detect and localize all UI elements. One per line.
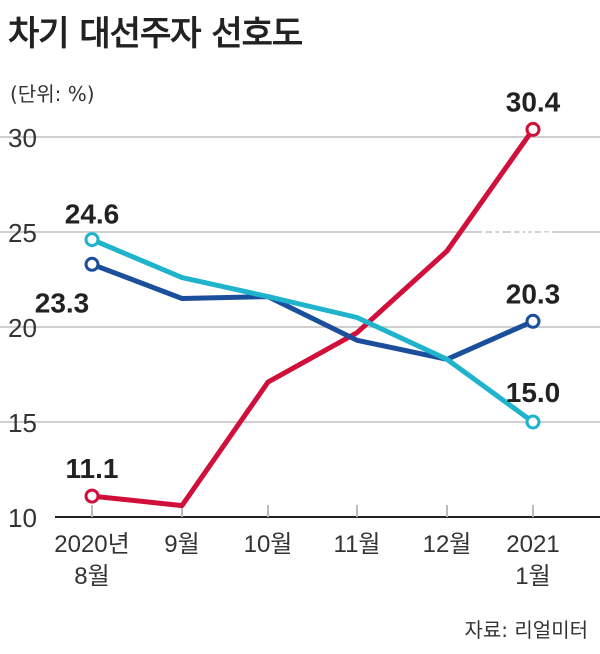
x-tick-label: 10월: [244, 531, 293, 558]
data-point-marker: [525, 313, 541, 329]
x-tick-label: 1월: [515, 563, 550, 590]
y-tick-label: 25: [8, 218, 37, 248]
x-tick-label: 2021: [506, 531, 559, 558]
data-point-marker: [84, 256, 100, 272]
data-label: 23.3: [35, 287, 90, 318]
data-point-marker: [525, 414, 541, 430]
y-tick-label: 15: [8, 408, 37, 438]
data-label: 20.3: [506, 278, 561, 309]
data-point-marker: [84, 232, 100, 248]
x-tick-label: 12월: [423, 531, 472, 558]
data-point-marker: [84, 488, 100, 504]
legend-yoon: 윤석열: [480, 17, 555, 50]
data-label: 15.0: [506, 377, 561, 408]
series-line-2: [91, 237, 535, 425]
data-label: 24.6: [65, 199, 120, 230]
chart-title: 차기 대선주자 선호도: [8, 14, 303, 54]
legend-lee-jm: 이재명: [480, 221, 555, 254]
legend-lee-ny: 이낙연: [480, 447, 555, 480]
y-tick-label: 20: [8, 313, 37, 343]
x-tick-label: 11월: [334, 531, 381, 558]
data-point-marker: [525, 121, 541, 137]
unit-label: (단위: %): [10, 82, 95, 106]
data-label: 30.4: [506, 86, 561, 117]
x-tick-label: 9월: [164, 531, 199, 558]
source-label: 자료: 리얼미터: [464, 618, 589, 642]
series-line-1: [91, 261, 535, 362]
series-line-0: [91, 127, 536, 509]
y-tick-label: 10: [8, 503, 37, 533]
x-tick-label: 8월: [74, 563, 109, 590]
data-label: 11.1: [66, 453, 119, 484]
x-tick-label: 2020년: [54, 531, 129, 558]
y-tick-label: 30: [8, 123, 37, 153]
